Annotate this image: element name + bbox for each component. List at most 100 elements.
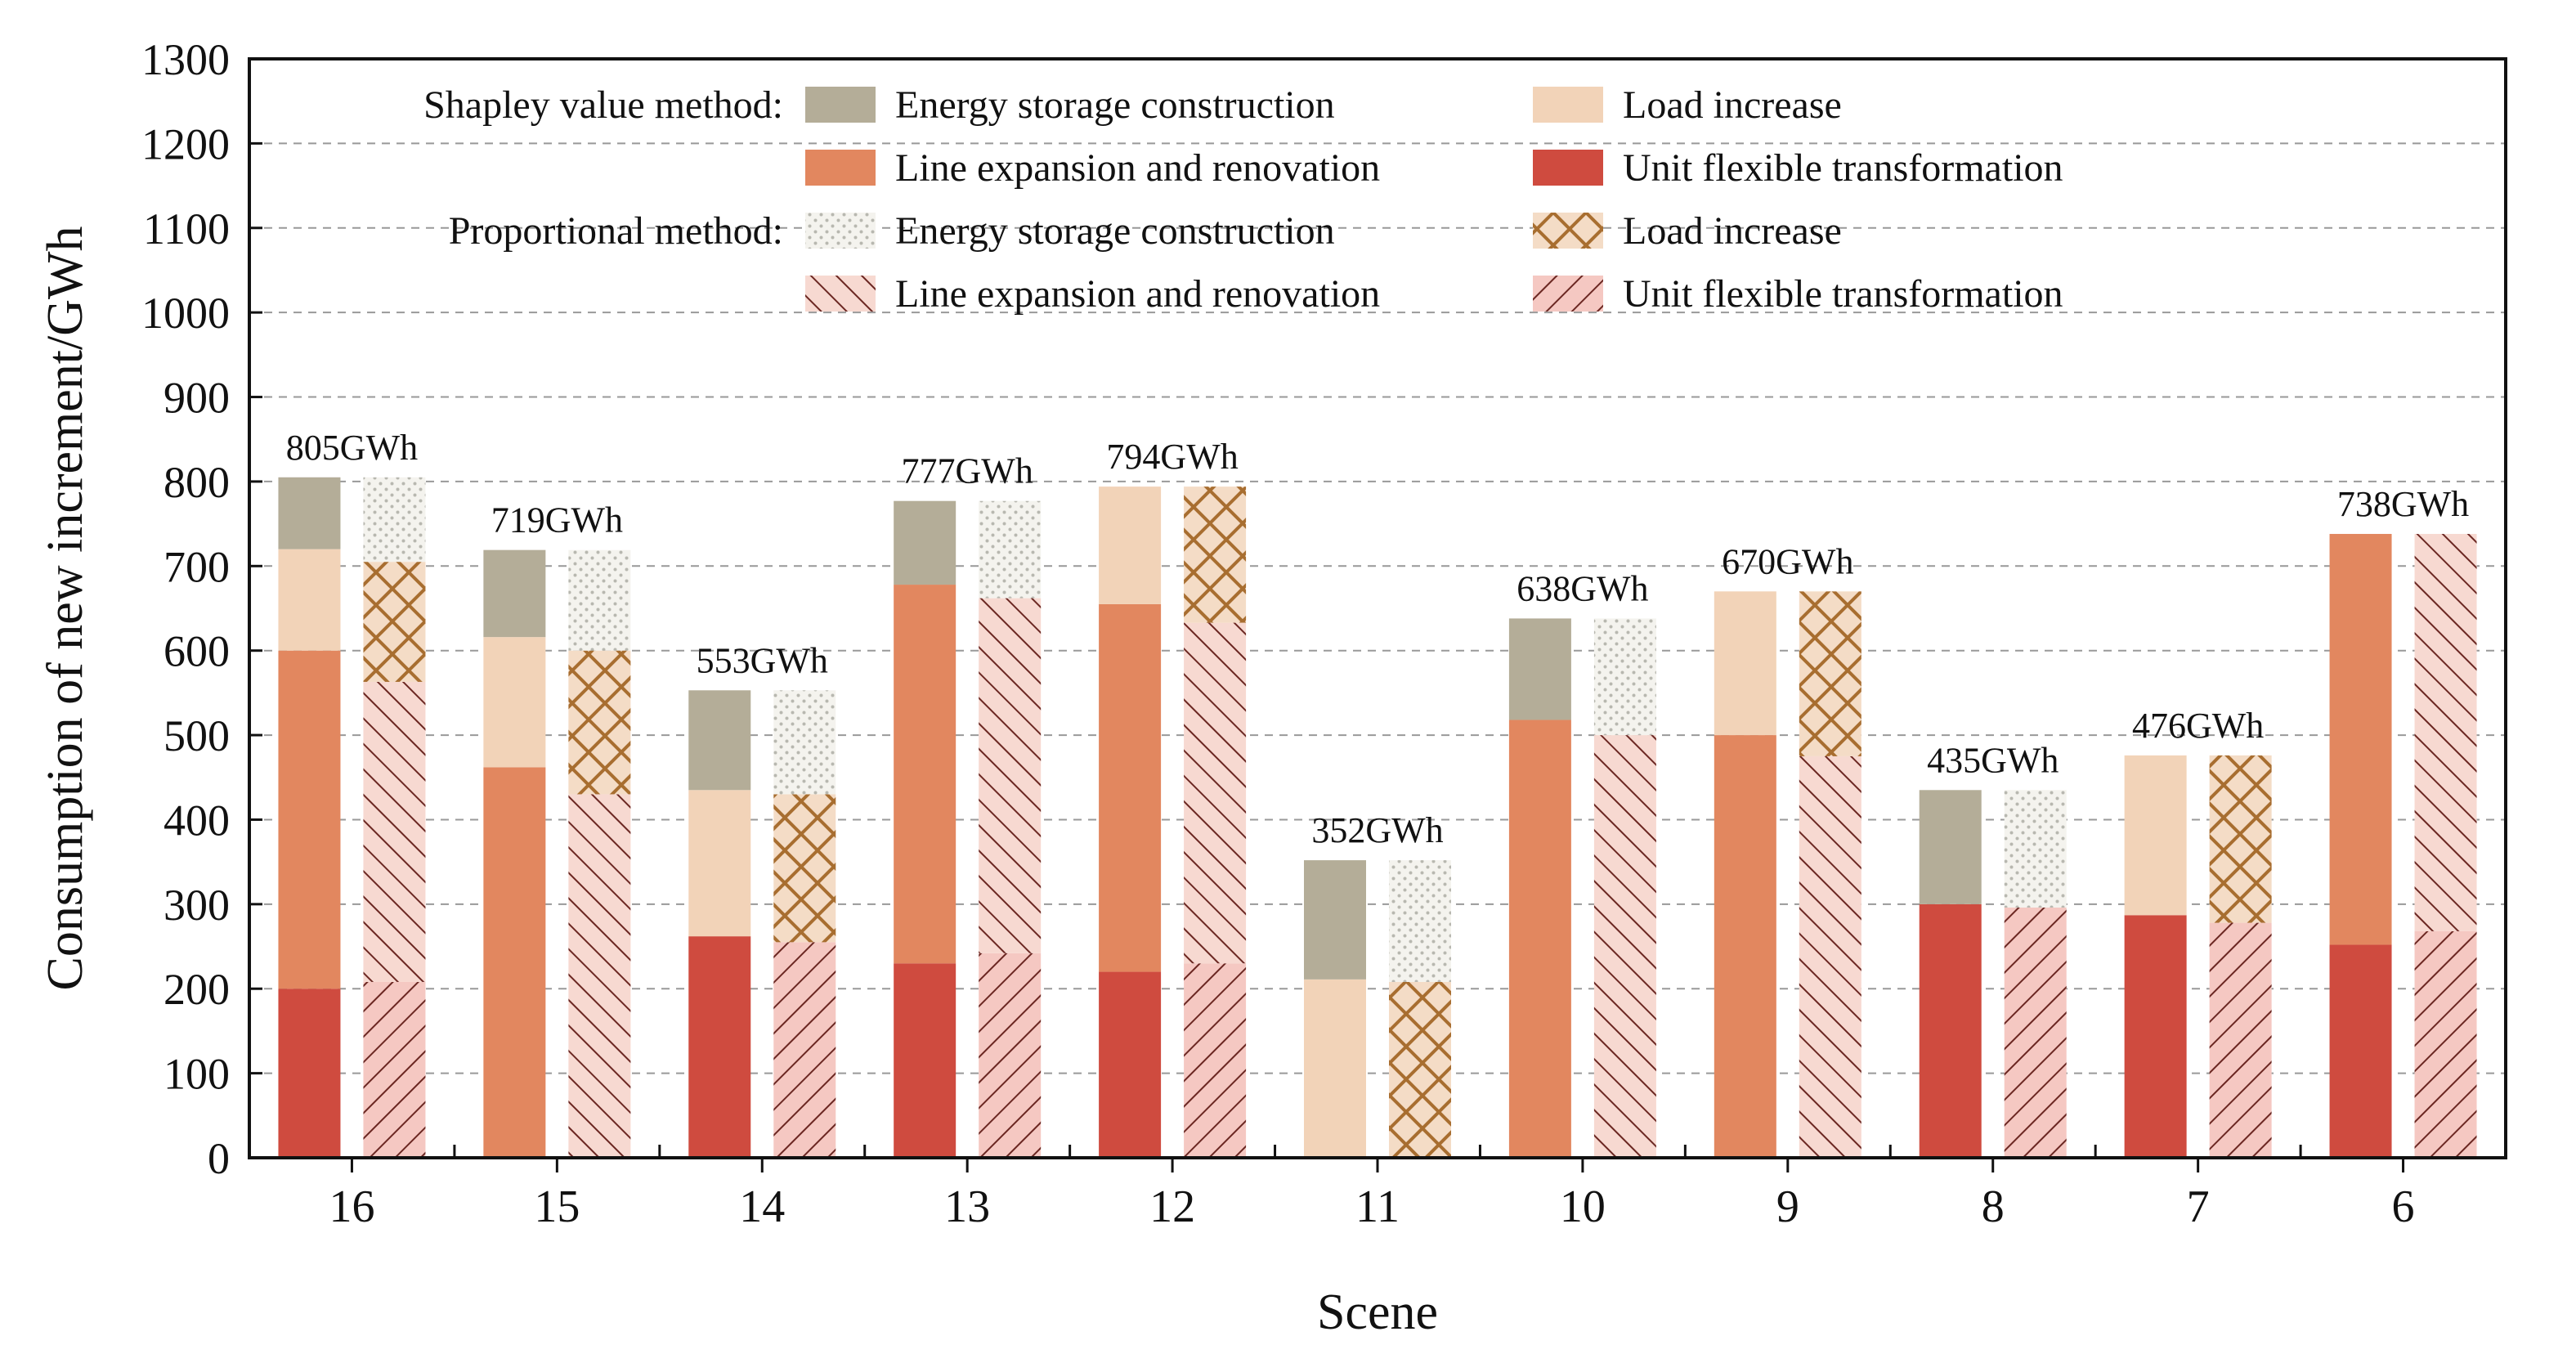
y-tick-label: 1200	[141, 119, 230, 168]
legend-swatch-line-solid	[805, 150, 876, 186]
bar-segment-unit-proportional	[2004, 907, 2067, 1158]
legend-swatch-unit-pattern	[1533, 276, 1603, 312]
bar-segment-line-proportional	[1593, 735, 1656, 1158]
bar-segment-line-proportional	[1799, 755, 1861, 1158]
bar-segment-storage-shapley	[894, 500, 956, 585]
bar-segment-load-shapley	[2124, 755, 2187, 916]
legend-swatch-storage-solid	[805, 87, 876, 123]
bar-segment-storage-proportional	[773, 690, 836, 795]
y-tick-label: 0	[208, 1134, 230, 1183]
legend-method-label: Proportional method:	[449, 209, 783, 253]
x-axis: 16 15 14 13 12 11 10 9 8 7 6	[329, 1145, 2415, 1232]
y-tick-label: 200	[164, 965, 230, 1014]
legend-entry-label: Line expansion and renovation	[895, 146, 1380, 190]
legend: Shapley value method: Energy storage cons…	[423, 83, 2063, 316]
y-tick-label: 600	[164, 627, 230, 676]
bar-segment-storage-shapley	[483, 549, 546, 638]
total-label: 435GWh	[1927, 740, 2059, 780]
bar-segment-unit-proportional	[2414, 930, 2477, 1158]
bar-segment-unit-shapley	[1099, 971, 1162, 1158]
bar-segment-line-shapley	[1714, 735, 1776, 1158]
x-tick-label: 9	[1776, 1181, 1799, 1232]
bar-segment-load-shapley	[1714, 591, 1776, 736]
x-tick-label: 11	[1355, 1181, 1400, 1232]
y-tick-label: 300	[164, 881, 230, 930]
bar-segment-line-shapley	[894, 585, 956, 964]
bar-segment-unit-shapley	[1919, 903, 1982, 1158]
bar-segment-line-proportional	[1184, 622, 1247, 964]
bar-segment-load-proportional	[2209, 755, 2272, 923]
y-tick-label: 100	[164, 1050, 230, 1099]
x-tick-label: 16	[329, 1181, 374, 1232]
bar-segment-storage-shapley	[1919, 790, 1982, 904]
bar-segment-load-shapley	[1099, 486, 1162, 604]
total-label: 553GWh	[697, 640, 828, 680]
y-tick-label: 500	[164, 711, 230, 760]
total-label: 794GWh	[1106, 437, 1238, 477]
legend-entry-label: Energy storage construction	[895, 83, 1335, 127]
bar-segment-line-proportional	[568, 794, 631, 1158]
total-label: 777GWh	[902, 451, 1033, 491]
bar-segment-load-proportional	[773, 794, 836, 943]
legend-swatch-storage-pattern	[805, 213, 876, 249]
bar-segment-storage-proportional	[568, 549, 631, 651]
total-label: 352GWh	[1311, 810, 1443, 850]
bar-segment-load-shapley	[278, 549, 341, 651]
bar-segment-storage-proportional	[979, 500, 1042, 599]
y-tick-label: 1300	[141, 35, 230, 84]
bar-segment-storage-shapley	[278, 477, 341, 549]
total-label: 638GWh	[1516, 568, 1648, 608]
bar-segment-line-shapley	[1099, 603, 1162, 972]
y-tick-label: 800	[164, 458, 230, 507]
bar-segment-unit-shapley	[688, 936, 751, 1158]
bar-segment-load-shapley	[1304, 979, 1366, 1158]
bar-segment-storage-shapley	[688, 690, 751, 791]
bar-segment-storage-proportional	[1389, 860, 1451, 982]
total-label: 476GWh	[2132, 706, 2264, 746]
total-label: 719GWh	[491, 500, 623, 540]
y-axis: 0 100 200 300 400 500 600 700 800 900 1000 1100 1200…	[141, 35, 262, 1183]
legend-method-label: Shapley value method:	[423, 83, 783, 127]
legend-entry-label: Unit flexible transformation	[1623, 146, 2063, 190]
bar-segment-unit-shapley	[2329, 944, 2392, 1158]
legend-entry-label: Load increase	[1623, 209, 1842, 253]
bar-segment-load-shapley	[483, 637, 546, 768]
bar-segment-line-proportional	[979, 598, 1042, 953]
bar-segment-storage-proportional	[1593, 618, 1656, 736]
bar-segment-storage-proportional	[2004, 790, 2067, 908]
x-tick-label: 6	[2392, 1181, 2415, 1232]
bars	[278, 477, 2477, 1158]
legend-entry-label: Load increase	[1623, 83, 1842, 127]
bar-segment-unit-shapley	[2124, 915, 2187, 1158]
bar-segment-storage-shapley	[1304, 860, 1366, 980]
legend-swatch-line-pattern	[805, 276, 876, 312]
bar-segment-line-shapley	[483, 767, 546, 1158]
y-tick-label: 1000	[141, 289, 230, 338]
legend-swatch-unit-solid	[1533, 150, 1603, 186]
legend-entry-label: Energy storage construction	[895, 209, 1335, 253]
y-tick-label: 700	[164, 542, 230, 591]
total-label: 805GWh	[286, 428, 418, 468]
bar-segment-line-proportional	[363, 681, 426, 982]
legend-swatch-load-pattern	[1533, 213, 1603, 249]
bar-segment-load-proportional	[1184, 486, 1247, 623]
bar-segment-load-proportional	[1389, 981, 1451, 1158]
y-axis-label: Consumption of new increment/GWh	[38, 226, 93, 991]
x-tick-label: 10	[1560, 1181, 1606, 1232]
bar-segment-load-proportional	[568, 650, 631, 795]
x-axis-label: Scene	[1317, 1285, 1438, 1340]
y-tick-label: 400	[164, 796, 230, 845]
x-tick-label: 15	[534, 1181, 580, 1232]
total-label: 670GWh	[1722, 541, 1853, 581]
y-tick-label: 1100	[143, 204, 230, 253]
bar-segment-unit-shapley	[894, 963, 956, 1158]
bar-segment-unit-proportional	[1184, 963, 1247, 1158]
x-tick-label: 8	[1982, 1181, 2005, 1232]
bar-segment-line-shapley	[1508, 720, 1571, 1158]
bar-segment-unit-proportional	[773, 942, 836, 1158]
legend-entry-label: Unit flexible transformation	[1623, 272, 2063, 316]
bar-segment-line-shapley	[2329, 534, 2392, 945]
bar-segment-storage-proportional	[363, 477, 426, 563]
bar-segment-unit-proportional	[363, 981, 426, 1158]
